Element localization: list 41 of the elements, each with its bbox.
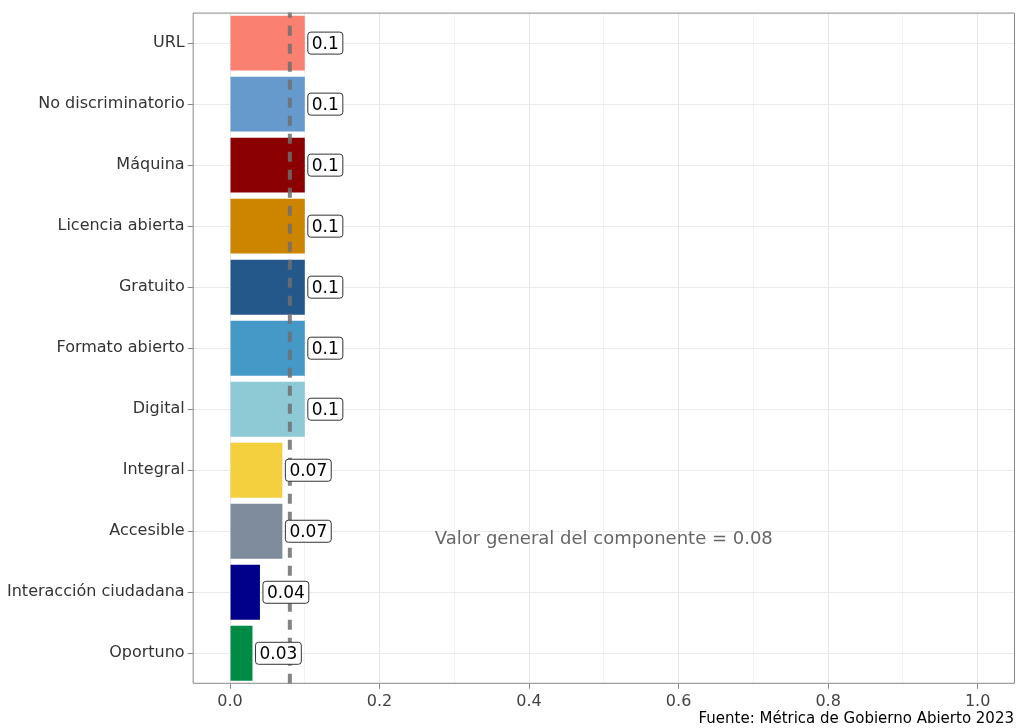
ref-line-label: Valor general del componente = 0.08 bbox=[434, 527, 773, 549]
data-label: 0.07 bbox=[289, 520, 328, 541]
y-tick-label: Accesible bbox=[109, 520, 185, 540]
bar bbox=[230, 15, 305, 71]
y-tick-label: URL bbox=[152, 32, 185, 52]
data-label: 0.03 bbox=[259, 642, 298, 663]
bar bbox=[230, 381, 305, 437]
bar bbox=[230, 625, 253, 681]
y-tick-label: Licencia abierta bbox=[57, 215, 185, 235]
y-tick-label: Formato abierto bbox=[56, 337, 185, 357]
x-tick-label: 1.0 bbox=[964, 690, 991, 710]
source-note: Fuente: Métrica de Gobierno Abierto 2023 bbox=[698, 709, 1014, 728]
y-tick-label: Máquina bbox=[116, 154, 185, 174]
data-label: 0.1 bbox=[311, 337, 339, 358]
bar bbox=[230, 320, 305, 376]
data-label: 0.1 bbox=[311, 276, 339, 297]
data-label: 0.07 bbox=[289, 459, 328, 480]
x-tick-label: 0.8 bbox=[815, 690, 841, 710]
y-tick-label: Integral bbox=[122, 459, 185, 479]
x-tick-label: 0.0 bbox=[217, 690, 243, 710]
x-tick-label: 0.6 bbox=[665, 690, 692, 710]
x-tick-label: 0.4 bbox=[516, 690, 542, 710]
data-label: 0.04 bbox=[266, 581, 305, 602]
bar bbox=[230, 198, 305, 254]
bar bbox=[230, 137, 305, 193]
bar bbox=[230, 564, 260, 620]
data-label: 0.1 bbox=[311, 32, 339, 53]
data-label: 0.1 bbox=[311, 154, 339, 175]
data-label: 0.1 bbox=[311, 215, 339, 236]
bar bbox=[230, 442, 283, 498]
y-tick-label: Digital bbox=[132, 398, 185, 418]
data-label: 0.1 bbox=[311, 398, 339, 419]
bar bbox=[230, 503, 283, 559]
bar bbox=[230, 76, 305, 132]
x-tick-label: 0.2 bbox=[366, 690, 393, 710]
data-label: 0.1 bbox=[311, 93, 339, 114]
y-tick-label: Oportuno bbox=[109, 642, 185, 662]
y-tick-label: Interacción ciudadana bbox=[6, 581, 185, 601]
y-tick-label: Gratuito bbox=[118, 276, 185, 296]
y-tick-label: No discriminatorio bbox=[38, 93, 185, 113]
bar bbox=[230, 259, 305, 315]
